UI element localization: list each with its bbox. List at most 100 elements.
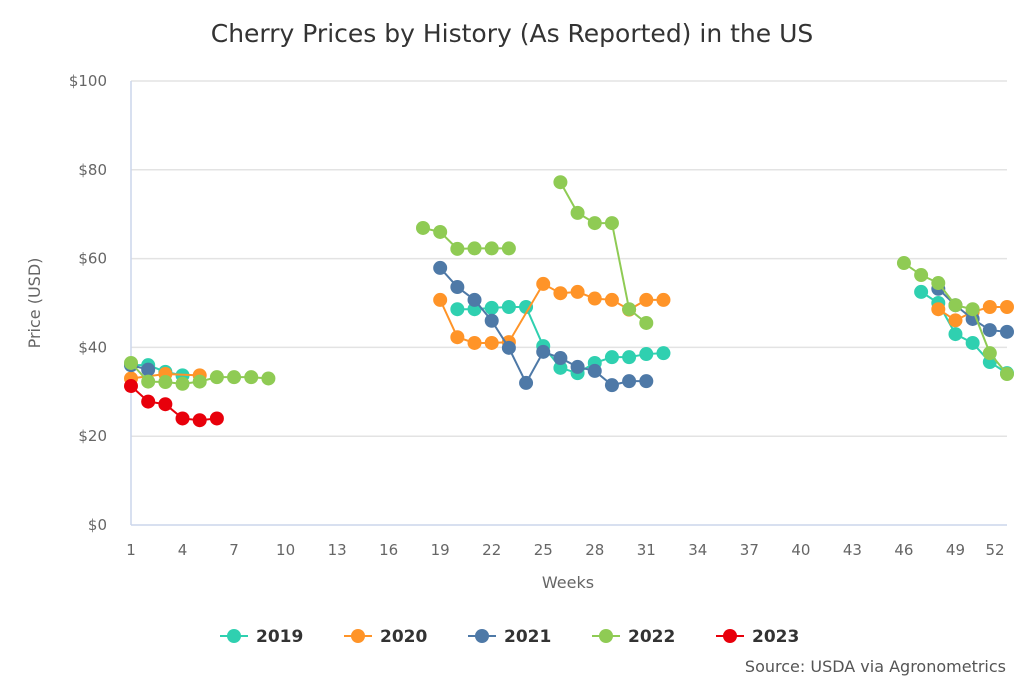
data-point (1000, 299, 1014, 314)
legend-item-2022: 2022 (592, 627, 675, 647)
x-tick-label: 19 (431, 541, 450, 559)
data-point (501, 299, 516, 314)
y-tick-label: $80 (78, 161, 107, 179)
y-axis: $0 $20 $40 $60 $80 $100 (69, 72, 107, 534)
data-point (501, 241, 516, 256)
x-axis-label: Weeks (542, 573, 594, 592)
data-point (141, 374, 156, 389)
chart-title: Cherry Prices by History (As Reported) i… (211, 19, 814, 48)
data-point (519, 375, 534, 390)
data-point (536, 276, 551, 291)
data-point (965, 335, 980, 350)
data-point (536, 344, 551, 359)
grid (131, 80, 1007, 437)
data-point (209, 411, 224, 426)
data-point (227, 370, 242, 385)
data-point (639, 292, 654, 307)
source-note: Source: USDA via Agronometrics (745, 657, 1006, 676)
legend-label: 2022 (628, 627, 675, 647)
data-point (141, 394, 156, 409)
legend-item-2021: 2021 (468, 627, 551, 647)
x-tick-label: 34 (688, 541, 707, 559)
x-tick-label: 16 (379, 541, 398, 559)
data-point (604, 216, 619, 231)
legend-item-2020: 2020 (344, 627, 427, 647)
series-2021 (124, 260, 1014, 393)
data-point (982, 346, 997, 361)
legend-marker (599, 629, 613, 643)
data-point (175, 376, 190, 391)
x-tick-label: 10 (276, 541, 295, 559)
data-point (587, 291, 602, 306)
x-tick-label: 40 (791, 541, 810, 559)
data-point (124, 379, 138, 394)
data-point (948, 313, 963, 328)
legend-label: 2020 (380, 627, 427, 647)
data-point (639, 374, 654, 389)
data-point (639, 315, 654, 330)
legend-label: 2019 (256, 627, 303, 647)
x-tick-label: 22 (482, 541, 501, 559)
legend-label: 2023 (752, 627, 799, 647)
data-point (433, 292, 448, 307)
data-point (484, 313, 499, 328)
data-point (948, 327, 963, 342)
data-point (639, 347, 654, 362)
data-point (450, 302, 465, 317)
x-tick-label: 49 (946, 541, 965, 559)
data-point (570, 284, 585, 299)
data-point (433, 224, 448, 239)
data-point (553, 351, 568, 366)
legend-item-2019: 2019 (220, 627, 303, 647)
data-point (587, 363, 602, 378)
series-2019 (124, 284, 1014, 383)
data-point (261, 371, 276, 386)
x-tick-label: 1 (126, 541, 136, 559)
x-tick-label: 4 (178, 541, 188, 559)
data-point (158, 397, 173, 412)
data-point (570, 205, 585, 220)
data-point (175, 411, 190, 426)
legend: 2019 2020 2021 2022 2023 (220, 627, 799, 647)
x-tick-label: 37 (740, 541, 759, 559)
data-point (965, 302, 980, 317)
data-point (416, 220, 430, 235)
data-point (484, 300, 499, 315)
x-tick-label: 46 (894, 541, 913, 559)
data-point (622, 302, 637, 317)
data-point (656, 292, 671, 307)
data-point (519, 299, 534, 314)
data-point (587, 216, 602, 231)
data-point (982, 323, 997, 338)
data-point (931, 302, 946, 317)
data-point (656, 346, 671, 361)
data-point (914, 268, 929, 283)
data-point (209, 370, 224, 385)
data-point (622, 374, 637, 389)
data-point (570, 359, 585, 374)
data-point (484, 335, 499, 350)
x-tick-label: 28 (585, 541, 604, 559)
x-tick-label: 52 (985, 541, 1004, 559)
data-point (450, 241, 465, 256)
data-point (450, 330, 465, 345)
data-point (467, 292, 482, 307)
y-axis-label: Price (USD) (25, 258, 44, 349)
data-point (1000, 324, 1014, 339)
data-point (553, 175, 568, 190)
data-point (158, 375, 173, 390)
data-point (244, 370, 259, 385)
series-2020 (124, 276, 1014, 386)
legend-marker (723, 629, 737, 643)
x-tick-label: 7 (229, 541, 239, 559)
series-line (559, 181, 647, 324)
data-point (192, 413, 207, 428)
legend-marker (227, 629, 241, 643)
x-tick-label: 31 (637, 541, 656, 559)
series-2022 (124, 175, 1014, 391)
y-tick-label: $20 (78, 427, 107, 445)
data-point (192, 374, 207, 389)
x-axis: 1 4 7 10 13 16 19 22 25 28 31 34 37 40 43 46 49 52 (126, 81, 1007, 559)
data-point (896, 256, 911, 271)
